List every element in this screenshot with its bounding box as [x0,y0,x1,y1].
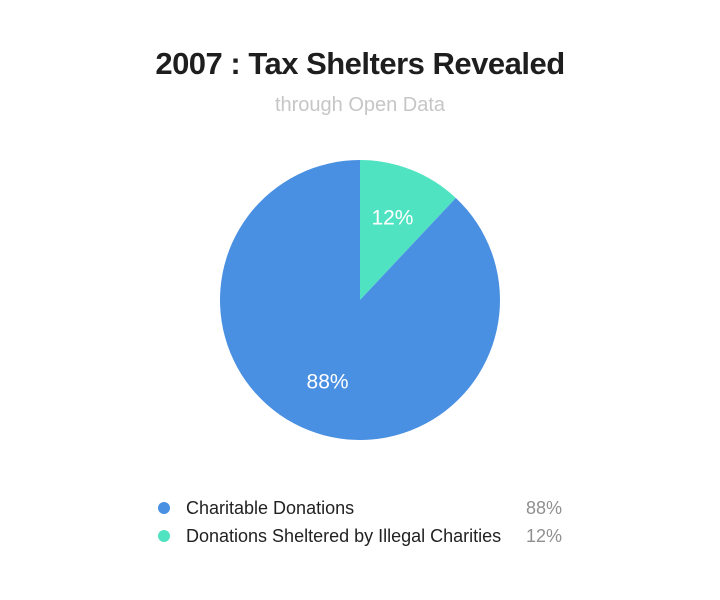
legend-item-charitable-donations[interactable]: Charitable Donations 88% [150,494,570,522]
pie-slice-donations-sheltered-by-illegal-charities[interactable] [360,160,456,300]
legend-value-sheltered-donations: 12% [525,526,562,546]
legend-marker-sheltered-donations [158,530,170,542]
legend-label-sheltered-donations: Donations Sheltered by Illegal Charities [186,526,502,546]
legend-item-sheltered-donations[interactable]: Donations Sheltered by Illegal Charities… [150,522,570,550]
slice-label-charitable-donations: 88% [307,371,349,394]
chart-subtitle: through Open Data [274,94,446,116]
legend-label-charitable-donations: Charitable Donations [186,498,355,518]
legend: Charitable Donations 88% Donations Shelt… [150,494,570,550]
chart-title: 2007 : Tax Shelters Revealed [155,46,565,81]
pie-slice-charitable-donations[interactable] [220,160,500,440]
legend-marker-charitable-donations [158,502,170,514]
slice-label-donations-sheltered-by-illegal-charities: 12% [371,206,413,229]
legend-value-charitable-donations: 88% [525,498,562,518]
